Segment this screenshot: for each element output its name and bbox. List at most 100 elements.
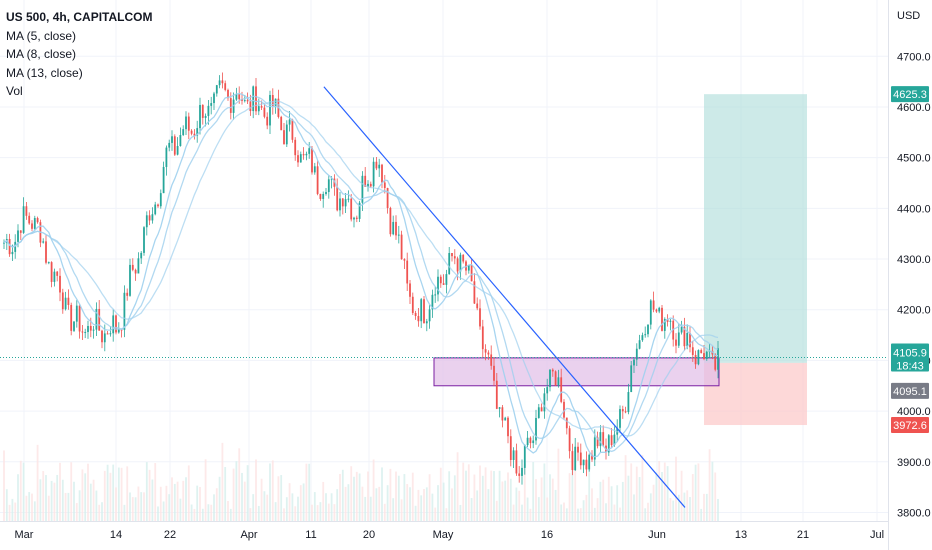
legend-vol[interactable]: Vol [6, 84, 23, 98]
candle-body [56, 271, 59, 276]
volume-bar [694, 464, 697, 521]
candle-body [397, 234, 400, 236]
candle-body [411, 296, 414, 313]
volume-bar [33, 501, 36, 521]
volume-bar [101, 502, 103, 521]
candle-body [207, 105, 210, 116]
candle-body [330, 178, 333, 180]
profit-zone[interactable] [704, 94, 807, 363]
volume-bar [490, 470, 493, 521]
volume-bar [462, 462, 465, 521]
candle-body [549, 369, 551, 388]
candle-body [599, 432, 602, 447]
price-tick-label: 4700.0 [897, 51, 931, 63]
candle-body [350, 198, 353, 220]
candle-body [703, 353, 705, 359]
volume-bar [308, 463, 311, 521]
candle-body [523, 445, 526, 468]
candle-body [257, 106, 260, 112]
candle-body [596, 437, 599, 447]
volume-bar [560, 504, 563, 521]
volume-bar [451, 488, 453, 521]
volume-bar [579, 508, 582, 521]
candle-body [157, 204, 159, 207]
volume-bar [386, 485, 389, 521]
volume-bar [708, 449, 711, 521]
legend-ma-8[interactable]: MA (8, close) [6, 47, 77, 61]
candle-body [78, 305, 81, 332]
volume-bar [241, 472, 243, 521]
candle-body [235, 94, 238, 100]
time-axis[interactable]: Mar 14 22 Apr 11 20 May 16 Jun 13 21 Jul [15, 529, 885, 541]
price-badges: 4625.3 4105.9 18:43 4095.1 3972.6 [891, 86, 929, 434]
volume-bar [168, 494, 171, 521]
volume-bar [47, 495, 50, 521]
volume-bar [137, 486, 140, 521]
volume-bar [442, 482, 445, 521]
price-axis[interactable]: 4700.04600.04500.04400.04300.04200.04100… [897, 51, 931, 519]
volume-bar [372, 459, 375, 521]
candle-body [199, 105, 201, 129]
candle-body [431, 294, 434, 310]
candle-body [213, 93, 215, 104]
candle-body [691, 347, 694, 355]
candle-body [361, 175, 364, 203]
volume-bar [655, 472, 658, 521]
volume-bar [92, 479, 95, 521]
volume-bar [439, 467, 442, 521]
legend-ma-5[interactable]: MA (5, close) [6, 28, 77, 43]
candle-body [33, 218, 36, 229]
candle-body [675, 339, 677, 346]
price-tick-label: 4500.0 [897, 153, 931, 165]
candle-body [493, 365, 495, 381]
volume-bar [663, 462, 666, 521]
candle-body [649, 300, 652, 325]
candle-body [593, 437, 596, 460]
trendline[interactable] [323, 86, 686, 508]
volume-bar [425, 487, 428, 521]
currency-label: USD [897, 10, 920, 22]
volume-bar [19, 460, 22, 521]
volume-bar [453, 475, 456, 521]
symbol-title[interactable]: US 500, 4h, CAPITALCOM [6, 10, 153, 24]
volume-bar [378, 486, 381, 521]
volume-bar [255, 459, 257, 521]
candle-body [221, 80, 224, 84]
candle-body [364, 175, 367, 187]
candle-body [302, 154, 305, 156]
candle-body [442, 283, 445, 285]
ma-line-5 [3, 92, 719, 458]
candle-body [171, 136, 173, 143]
volume-bar [73, 481, 75, 521]
candle-body [546, 387, 549, 394]
volume-bar [95, 490, 98, 521]
volume-bar [529, 508, 532, 521]
volume-bar [42, 471, 45, 521]
volume-bar [423, 488, 425, 521]
volume-bar [260, 478, 263, 521]
ma-line-8 [3, 95, 719, 453]
volume-bar [341, 469, 344, 521]
candle-body [294, 139, 297, 156]
candle-body [196, 128, 199, 136]
volume-bar [465, 470, 467, 521]
legend-ma-13[interactable]: MA (13, close) [6, 65, 83, 80]
ma-line-13 [3, 100, 719, 437]
candle-body [462, 254, 465, 262]
volume-bar [501, 481, 504, 521]
volume-bar [221, 442, 224, 521]
candle-body [193, 133, 196, 136]
volume-bar [28, 492, 31, 521]
candle-body [291, 119, 294, 140]
candle-body [512, 450, 515, 460]
candle-body [64, 297, 67, 310]
volume-bar [263, 491, 266, 521]
volume-bar [347, 484, 350, 521]
candle-body [540, 407, 543, 412]
volume-bar [31, 493, 33, 521]
candle-body [134, 269, 137, 274]
loss-zone[interactable] [704, 362, 807, 426]
candle-body [224, 83, 227, 90]
candle-body [255, 86, 257, 112]
